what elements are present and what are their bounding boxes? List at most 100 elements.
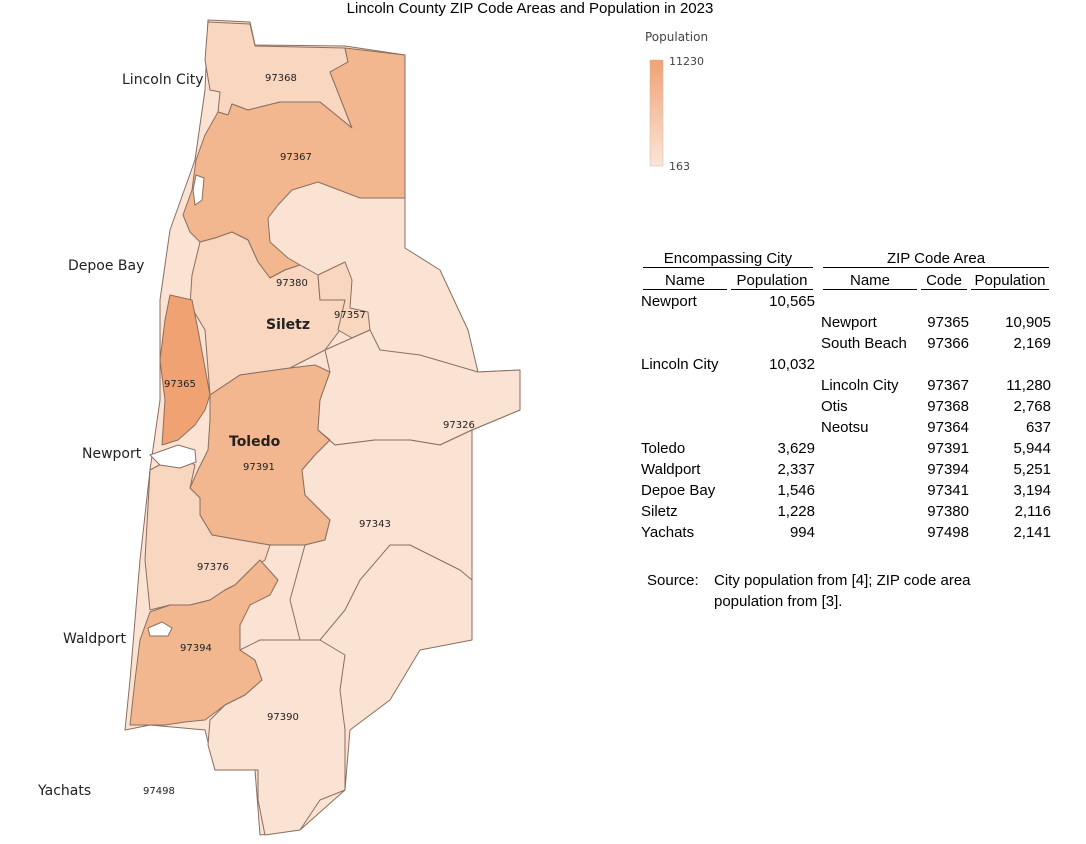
cell-city-name: Toledo xyxy=(641,440,686,457)
zip-label-97367: 97367 xyxy=(280,152,312,163)
cell-zip-name xyxy=(821,438,919,459)
population-table: Encompassing City ZIP Code Area Name Pop… xyxy=(641,248,1051,543)
table-row: Lincoln City 97367 11,280 xyxy=(641,375,1051,396)
col-header-city-population: Population xyxy=(729,270,815,291)
table-row: Otis 97368 2,768 xyxy=(641,396,1051,417)
zip-label-97498: 97498 xyxy=(143,786,175,797)
cell-city-population xyxy=(729,333,815,354)
yaquina-bay-water xyxy=(149,444,197,469)
zip-label-97394: 97394 xyxy=(180,643,212,654)
zone-97365 xyxy=(159,294,211,446)
cell-city-name: Siletz xyxy=(641,503,678,520)
cell-zip-code: 97498 xyxy=(927,524,969,541)
table-row: Siletz 1,228 97380 2,116 xyxy=(641,501,1051,522)
zone-97390 xyxy=(207,639,346,836)
col-header-zip-name: Name xyxy=(821,270,919,291)
alsea-bay-water xyxy=(147,621,173,637)
table-row: Newport 10,565 xyxy=(641,291,1051,312)
cell-city-population: 1,546 xyxy=(777,482,815,499)
town-label-newport: Newport xyxy=(82,446,142,462)
zip-label-97390: 97390 xyxy=(267,712,299,723)
table-row: South Beach 97366 2,169 xyxy=(641,333,1051,354)
cell-zip-code: 97341 xyxy=(927,482,969,499)
cell-city-population: 10,032 xyxy=(769,356,815,373)
cell-city-name xyxy=(641,375,729,396)
cell-zip-population: 2,116 xyxy=(1014,503,1051,520)
cell-zip-code: 97394 xyxy=(927,461,969,478)
cell-city-name xyxy=(641,417,729,438)
cell-zip-code xyxy=(919,291,969,312)
cell-zip-name xyxy=(821,354,919,375)
cell-city-population: 3,629 xyxy=(777,440,815,457)
cell-zip-population: 3,194 xyxy=(1013,482,1051,499)
cell-zip-name: Neotsu xyxy=(821,419,869,436)
town-label-waldport: Waldport xyxy=(63,631,127,647)
cell-zip-name: South Beach xyxy=(821,335,907,352)
col-header-zip-population: Population xyxy=(969,270,1051,291)
group-header-city: Encompassing City xyxy=(641,248,815,270)
cell-city-population: 1,228 xyxy=(777,503,815,520)
cell-zip-population: 5,251 xyxy=(1013,461,1051,478)
cell-city-name: Lincoln City xyxy=(641,356,719,373)
town-label-depoe-bay: Depoe Bay xyxy=(68,258,144,274)
cell-zip-population: 2,768 xyxy=(1013,398,1051,415)
cell-city-name xyxy=(641,333,729,354)
cell-zip-population xyxy=(969,354,1051,375)
cell-zip-population xyxy=(969,291,1051,312)
table-row: Newport 97365 10,905 xyxy=(641,312,1051,333)
siletz-bay-water xyxy=(192,174,205,206)
legend-color-ramp xyxy=(649,59,664,167)
cell-city-name: Waldport xyxy=(641,461,701,478)
table-row: Neotsu 97364 637 xyxy=(641,417,1051,438)
cell-zip-name: Lincoln City xyxy=(821,377,899,394)
source-line-1: City population from [4]; ZIP code area xyxy=(714,572,971,589)
town-label-toledo: Toledo xyxy=(229,434,281,450)
cell-zip-name: Otis xyxy=(821,398,848,415)
zip-label-97368: 97368 xyxy=(265,73,297,84)
cell-zip-code: 97391 xyxy=(927,440,969,457)
cell-zip-name xyxy=(821,291,919,312)
cell-zip-population: 5,944 xyxy=(1013,440,1051,457)
zip-label-97326: 97326 xyxy=(443,420,475,431)
cell-zip-name xyxy=(821,459,919,480)
zip-label-97357: 97357 xyxy=(334,310,366,321)
cell-zip-name xyxy=(821,480,919,501)
cell-zip-code: 97380 xyxy=(927,503,969,520)
cell-zip-code: 97368 xyxy=(927,398,969,415)
cell-zip-population: 11,280 xyxy=(1006,377,1051,394)
cell-zip-code: 97366 xyxy=(927,335,969,352)
cell-city-name xyxy=(641,312,729,333)
cell-zip-name xyxy=(821,522,919,543)
cell-city-population: 10,565 xyxy=(769,293,815,310)
cell-zip-name xyxy=(821,501,919,522)
legend: Population 11230 163 xyxy=(645,30,708,173)
cell-city-name xyxy=(641,396,729,417)
cell-city-population xyxy=(729,417,815,438)
cell-zip-population: 10,905 xyxy=(1005,314,1051,331)
table-row: Lincoln City 10,032 xyxy=(641,354,1051,375)
zip-label-97343: 97343 xyxy=(359,519,391,530)
table-row: Yachats 994 97498 2,141 xyxy=(641,522,1051,543)
zip-label-97391: 97391 xyxy=(243,462,275,473)
town-label-yachats: Yachats xyxy=(37,783,91,799)
cell-zip-population: 637 xyxy=(1025,419,1051,436)
zip-label-97365: 97365 xyxy=(164,379,196,390)
table-row: Depoe Bay 1,546 97341 3,194 xyxy=(641,480,1051,501)
cell-zip-code: 97365 xyxy=(927,314,969,331)
col-header-zip-code: Code xyxy=(919,270,969,291)
legend-title: Population xyxy=(645,30,708,44)
cell-zip-name: Newport xyxy=(821,314,877,331)
cell-city-name: Depoe Bay xyxy=(641,482,716,499)
town-label-siletz: Siletz xyxy=(266,317,310,333)
group-header-zip: ZIP Code Area xyxy=(821,248,1051,270)
cell-city-population xyxy=(729,312,815,333)
cell-city-population xyxy=(729,396,815,417)
cell-city-population xyxy=(729,375,815,396)
cell-city-name: Newport xyxy=(641,293,697,310)
zip-label-97376: 97376 xyxy=(197,562,229,573)
source-note: Source: City population from [4]; ZIP cod… xyxy=(647,570,971,612)
col-header-city-name: Name xyxy=(641,270,729,291)
cell-city-population: 2,337 xyxy=(777,461,815,478)
cell-city-name: Yachats xyxy=(641,524,695,541)
